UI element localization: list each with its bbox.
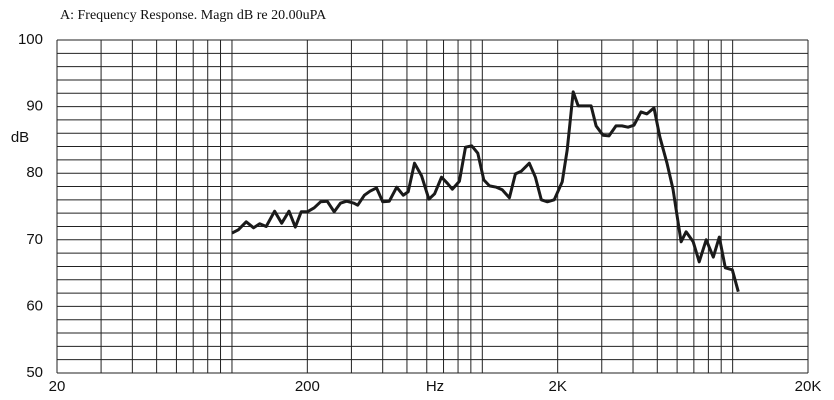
y-tick-label: 60 [26, 297, 43, 314]
y-axis-label: dB [11, 129, 29, 146]
x-tick-label: 200 [295, 378, 320, 395]
chart-title: A: Frequency Response. Magn dB re 20.00u… [60, 8, 327, 23]
x-tick-label: 20 [49, 378, 66, 395]
y-tick-label: 50 [26, 364, 43, 381]
y-tick-label: 80 [26, 164, 43, 181]
y-tick-label: 90 [26, 98, 43, 115]
y-tick-label: 100 [18, 31, 43, 48]
data-line [231, 90, 740, 293]
x-tick-label: 20K [795, 378, 822, 395]
x-tick-label: 2K [548, 378, 566, 395]
y-tick-label: 70 [26, 231, 43, 248]
x-axis-label: Hz [426, 378, 444, 395]
